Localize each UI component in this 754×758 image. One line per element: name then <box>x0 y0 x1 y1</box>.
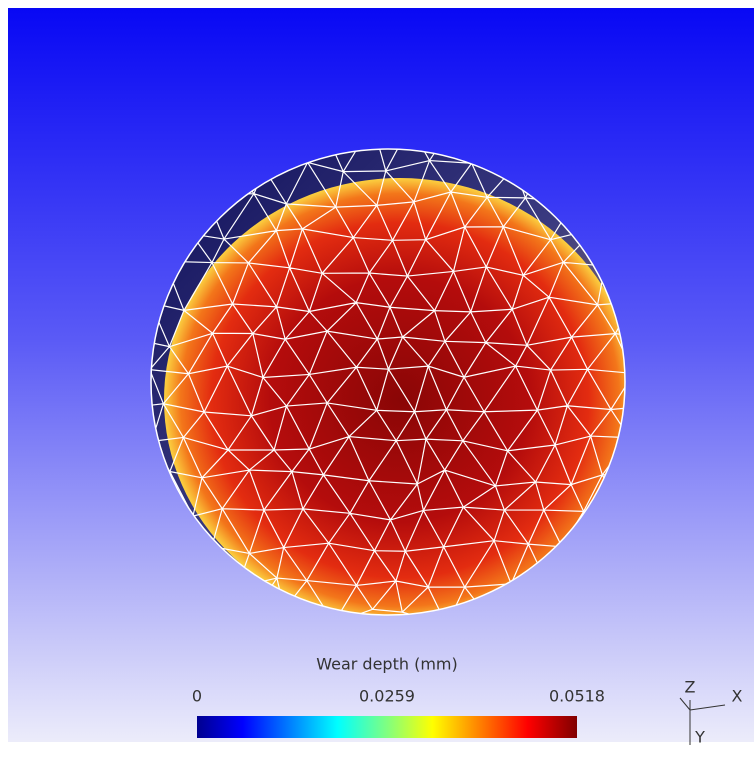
colorbar-tick-label: 0.0518 <box>549 687 605 706</box>
colorbar-tick-label: 0.0259 <box>359 687 415 706</box>
axes-triad <box>679 697 726 745</box>
disc-outline <box>150 148 626 616</box>
colorbar-tick-label: 0 <box>192 687 202 706</box>
colorbar-title: Wear depth (mm) <box>316 655 458 674</box>
axis-label-x: X <box>732 687 743 706</box>
axis-label-y: Y <box>694 728 705 747</box>
colorbar <box>197 716 577 738</box>
colorbar-ticks: 0 0.0259 0.0518 <box>192 687 605 706</box>
disc <box>151 149 625 615</box>
axis-label-z: Z <box>685 678 696 697</box>
